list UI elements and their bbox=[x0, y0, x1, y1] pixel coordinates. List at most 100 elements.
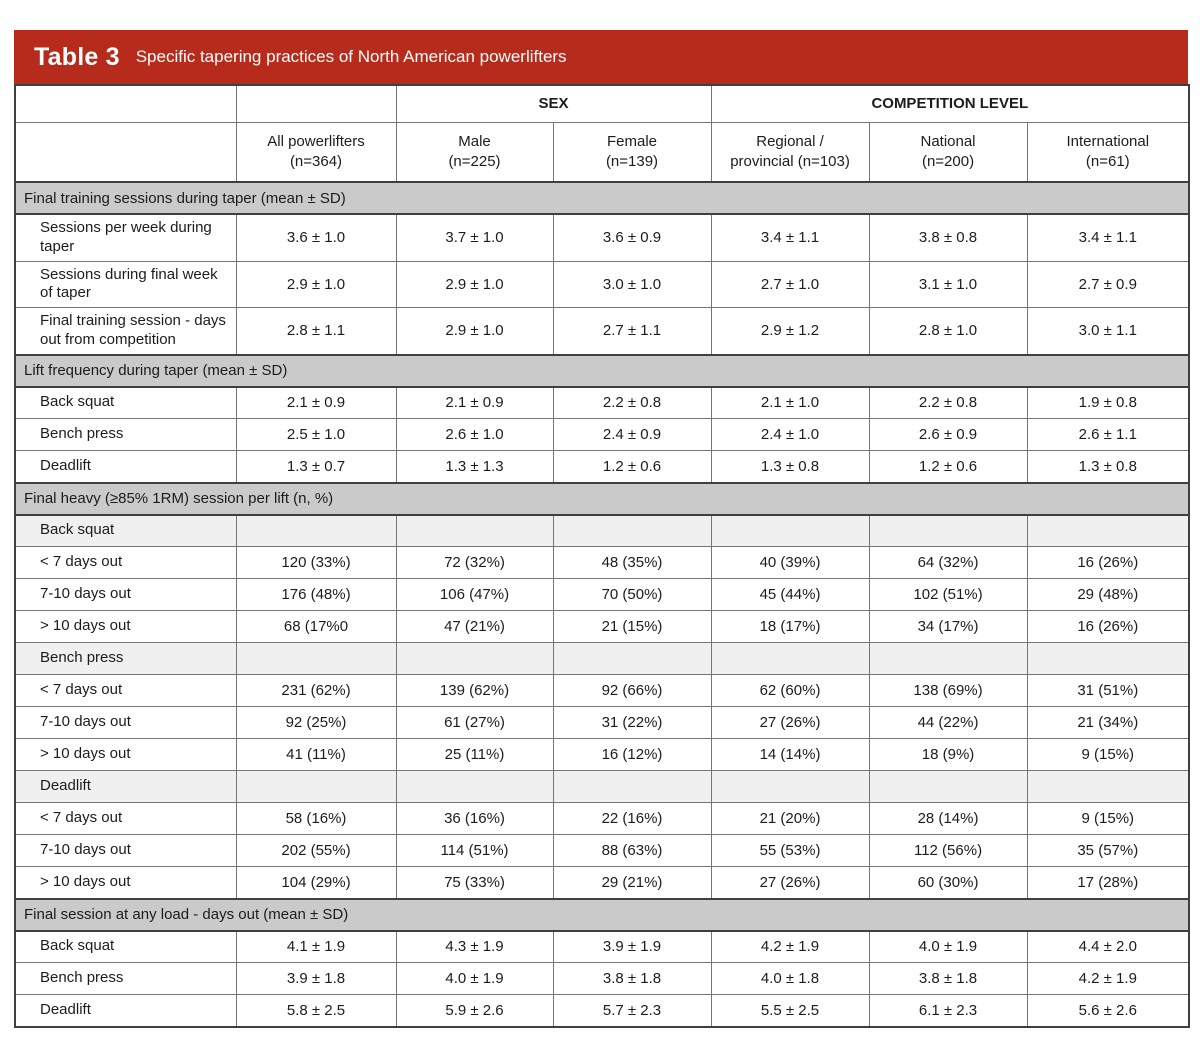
subsection-label-cell: Bench press bbox=[14, 642, 237, 675]
value-cell: 2.9 ± 1.0 bbox=[395, 307, 554, 355]
value-cell: 9 (15%) bbox=[1026, 738, 1190, 771]
subsection-label-cell: Deadlift bbox=[14, 770, 237, 803]
value-cell: 31 (22%) bbox=[552, 706, 712, 739]
value-cell bbox=[710, 514, 870, 547]
value-cell bbox=[395, 770, 554, 803]
table-caption: Specific tapering practices of North Ame… bbox=[135, 47, 567, 66]
value-cell: 1.3 ± 0.7 bbox=[235, 450, 397, 483]
value-cell: 16 (26%) bbox=[1026, 546, 1190, 579]
data-row: Sessions per week during taper 3.6 ± 1.0 3… bbox=[14, 213, 1190, 262]
row-label-cell: < 7 days out bbox=[14, 674, 237, 707]
value-cell: 4.1 ± 1.9 bbox=[235, 930, 397, 963]
value-cell: 2.4 ± 0.9 bbox=[552, 418, 712, 451]
value-cell: 21 (34%) bbox=[1026, 706, 1190, 739]
value-cell: 88 (63%) bbox=[552, 834, 712, 867]
data-row: < 7 days out 120 (33%) 72 (32%) 48 (35%) 40 … bbox=[14, 546, 1190, 579]
value-cell: 120 (33%) bbox=[235, 546, 397, 579]
row-label-cell: > 10 days out bbox=[14, 866, 237, 899]
value-cell: 62 (60%) bbox=[710, 674, 870, 707]
value-cell: 21 (20%) bbox=[710, 802, 870, 835]
row-label-cell: < 7 days out bbox=[14, 546, 237, 579]
value-cell: 114 (51%) bbox=[395, 834, 554, 867]
value-cell: 3.0 ± 1.0 bbox=[552, 260, 712, 308]
value-cell: 202 (55%) bbox=[235, 834, 397, 867]
value-cell: 45 (44%) bbox=[710, 578, 870, 611]
subsection-row: Bench press bbox=[14, 642, 1190, 675]
column-header-cell: Regional / provincial (n=103) bbox=[710, 121, 870, 183]
value-cell: 3.4 ± 1.1 bbox=[1026, 213, 1190, 262]
value-cell: 3.6 ± 0.9 bbox=[552, 213, 712, 262]
value-cell: 4.3 ± 1.9 bbox=[395, 930, 554, 963]
value-cell: 4.2 ± 1.9 bbox=[1026, 962, 1190, 995]
value-cell: 21 (15%) bbox=[552, 610, 712, 643]
value-cell: 1.9 ± 0.8 bbox=[1026, 386, 1190, 419]
value-cell: 2.5 ± 1.0 bbox=[235, 418, 397, 451]
value-cell: 3.7 ± 1.0 bbox=[395, 213, 554, 262]
value-cell: 2.6 ± 1.1 bbox=[1026, 418, 1190, 451]
value-cell: 1.3 ± 1.3 bbox=[395, 450, 554, 483]
value-cell: 29 (21%) bbox=[552, 866, 712, 899]
value-cell: 2.7 ± 1.0 bbox=[710, 260, 870, 308]
value-cell: 28 (14%) bbox=[868, 802, 1028, 835]
value-cell: 40 (39%) bbox=[710, 546, 870, 579]
value-cell bbox=[235, 514, 397, 547]
value-cell: 34 (17%) bbox=[868, 610, 1028, 643]
value-cell bbox=[235, 642, 397, 675]
value-cell: 5.7 ± 2.3 bbox=[552, 994, 712, 1027]
data-row: Deadlift 1.3 ± 0.7 1.3 ± 1.3 1.2 ± 0.6 1.3 ±… bbox=[14, 450, 1190, 483]
value-cell: 64 (32%) bbox=[868, 546, 1028, 579]
value-cell: 2.6 ± 1.0 bbox=[395, 418, 554, 451]
value-cell: 72 (32%) bbox=[395, 546, 554, 579]
value-cell: 4.0 ± 1.8 bbox=[710, 962, 870, 995]
value-cell: 29 (48%) bbox=[1026, 578, 1190, 611]
value-cell: 5.8 ± 2.5 bbox=[235, 994, 397, 1027]
row-label-cell: Deadlift bbox=[14, 994, 237, 1027]
data-row: 7-10 days out 92 (25%) 61 (27%) 31 (22%) 27 … bbox=[14, 706, 1190, 739]
value-cell: 27 (26%) bbox=[710, 866, 870, 899]
data-row: < 7 days out 58 (16%) 36 (16%) 22 (16%) 21 (… bbox=[14, 802, 1190, 835]
value-cell: 27 (26%) bbox=[710, 706, 870, 739]
value-cell: 3.8 ± 1.8 bbox=[868, 962, 1028, 995]
value-cell: 61 (27%) bbox=[395, 706, 554, 739]
value-cell: 2.1 ± 0.9 bbox=[235, 386, 397, 419]
value-cell: 4.4 ± 2.0 bbox=[1026, 930, 1190, 963]
data-row: < 7 days out 231 (62%) 139 (62%) 92 (66%) 62… bbox=[14, 674, 1190, 707]
value-cell: 3.9 ± 1.8 bbox=[235, 962, 397, 995]
value-cell: 3.1 ± 1.0 bbox=[868, 260, 1028, 308]
value-cell: 2.9 ± 1.2 bbox=[710, 307, 870, 355]
row-label-cell: > 10 days out bbox=[14, 610, 237, 643]
value-cell: 55 (53%) bbox=[710, 834, 870, 867]
value-cell: 3.8 ± 1.8 bbox=[552, 962, 712, 995]
value-cell: 48 (35%) bbox=[552, 546, 712, 579]
section-header-cell: Lift frequency during taper (mean ± SD) bbox=[14, 353, 1190, 388]
value-cell: 231 (62%) bbox=[235, 674, 397, 707]
table-body: SEX COMPETITION LEVEL All powerlifters (n=… bbox=[14, 84, 1190, 1027]
section-header-row: Final training sessions during taper (me… bbox=[14, 181, 1190, 215]
data-row: Back squat 2.1 ± 0.9 2.1 ± 0.9 2.2 ± 0.8 2.1… bbox=[14, 386, 1190, 419]
value-cell: 31 (51%) bbox=[1026, 674, 1190, 707]
group-header-row: SEX COMPETITION LEVEL bbox=[14, 84, 1190, 123]
value-cell: 104 (29%) bbox=[235, 866, 397, 899]
value-cell: 2.4 ± 1.0 bbox=[710, 418, 870, 451]
data-row: Bench press 3.9 ± 1.8 4.0 ± 1.9 3.8 ± 1.8 4.… bbox=[14, 962, 1190, 995]
value-cell: 4.0 ± 1.9 bbox=[868, 930, 1028, 963]
section-header-cell: Final heavy (≥85% 1RM) session per lift … bbox=[14, 481, 1190, 516]
value-cell: 139 (62%) bbox=[395, 674, 554, 707]
value-cell: 92 (66%) bbox=[552, 674, 712, 707]
value-cell: 16 (26%) bbox=[1026, 610, 1190, 643]
value-cell bbox=[868, 770, 1028, 803]
row-label-cell: Back squat bbox=[14, 930, 237, 963]
data-row: 7-10 days out 202 (55%) 114 (51%) 88 (63%) 5… bbox=[14, 834, 1190, 867]
value-cell: 138 (69%) bbox=[868, 674, 1028, 707]
column-header-cell: International (n=61) bbox=[1026, 121, 1190, 183]
group-header-cell: SEX bbox=[395, 84, 712, 123]
section-header-cell: Final training sessions during taper (me… bbox=[14, 181, 1190, 215]
value-cell: 92 (25%) bbox=[235, 706, 397, 739]
row-label-cell: > 10 days out bbox=[14, 738, 237, 771]
value-cell bbox=[1026, 642, 1190, 675]
value-cell: 75 (33%) bbox=[395, 866, 554, 899]
group-header-cell bbox=[14, 84, 237, 123]
value-cell: 5.9 ± 2.6 bbox=[395, 994, 554, 1027]
data-row: > 10 days out 68 (17%0 47 (21%) 21 (15%) 18 … bbox=[14, 610, 1190, 643]
value-cell: 2.1 ± 1.0 bbox=[710, 386, 870, 419]
